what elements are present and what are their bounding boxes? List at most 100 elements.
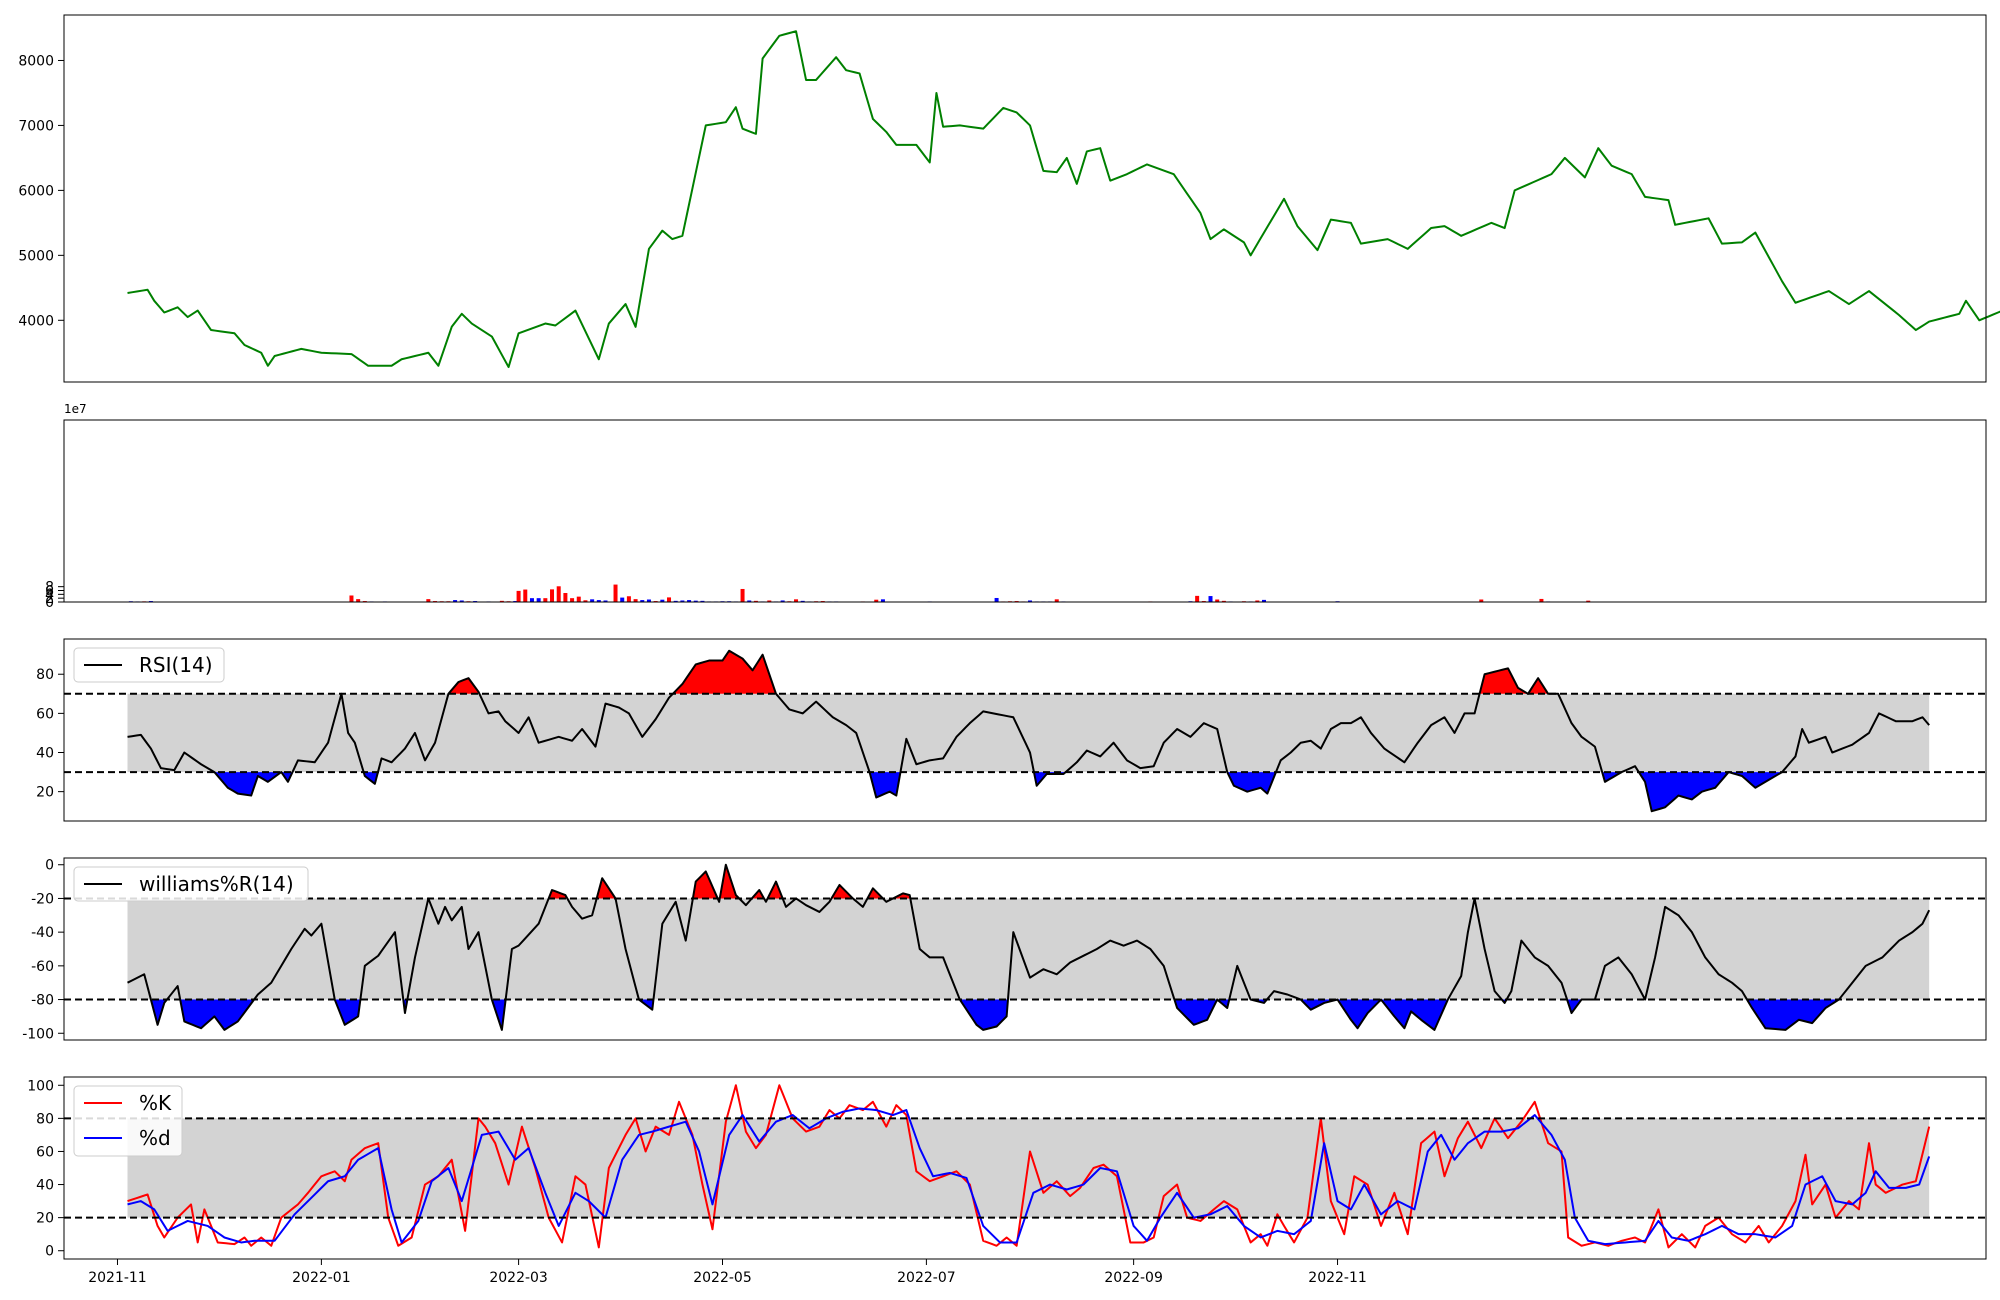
price-ytick-label: 6000 <box>18 183 54 199</box>
volume-bar <box>426 599 431 602</box>
volume-bar <box>620 597 625 602</box>
volume-bar <box>767 600 772 602</box>
rsi-oversold-fill <box>1638 772 1783 812</box>
price-ytick-label: 7000 <box>18 118 54 134</box>
rsi-overbought-fill <box>672 650 776 694</box>
volume-ytick-label: 2 <box>45 591 54 607</box>
williams-legend-label: williams%R(14) <box>139 872 294 896</box>
xtick-label: 2022-01 <box>292 1270 351 1286</box>
volume-bar <box>880 599 885 602</box>
volume-bar <box>740 588 745 602</box>
volume-bar <box>516 590 521 602</box>
williams-oversold-fill <box>1747 999 1839 1030</box>
volume-bar <box>459 600 464 602</box>
stochastic-panel-frame <box>63 1076 1987 1260</box>
xtick-label: 2022-03 <box>489 1270 548 1286</box>
volume-bar <box>349 595 354 602</box>
rsi-line <box>127 649 1930 813</box>
volume-bar <box>794 599 799 602</box>
williams-oversold-fill <box>1300 999 1448 1030</box>
volume-bar <box>680 600 685 602</box>
volume-bar <box>667 597 672 602</box>
rsi-ytick-label: 40 <box>36 746 54 762</box>
d-legend-label: %d <box>139 1126 171 1150</box>
williams-overbought-fill <box>831 884 853 899</box>
volume-bar <box>747 600 752 602</box>
volume-bar <box>529 598 534 602</box>
price-panel-frame <box>63 14 1987 383</box>
stochastic-ytick-label: 60 <box>36 1144 54 1160</box>
rsi-ytick-label: 80 <box>36 667 54 683</box>
rsi-overbought-fill <box>448 678 480 694</box>
xtick-label: 2022-09 <box>1104 1270 1163 1286</box>
volume-bar <box>1195 595 1200 602</box>
volume-bar <box>563 593 568 602</box>
rsi-band <box>127 693 1930 773</box>
volume-bar <box>1479 599 1484 602</box>
rsi-oversold-fill <box>1033 772 1066 786</box>
rsi-legend: RSI(14) <box>73 647 225 683</box>
volume-bar <box>1215 599 1220 602</box>
williams-band <box>127 898 1930 1000</box>
xtick-label: 2022-11 <box>1308 1270 1367 1286</box>
xtick-label: 2022-05 <box>693 1270 752 1286</box>
williams-legend: williams%R(14) <box>73 866 309 902</box>
volume-bar <box>523 589 528 602</box>
rsi-overbought-fill <box>1479 668 1559 694</box>
volume-bar <box>1208 596 1213 602</box>
volume-bar <box>1221 600 1226 602</box>
williams-legend-box <box>73 866 309 902</box>
volume-bar <box>693 600 698 602</box>
williams-panel: 0 -20 -40 -60 -80 -100 williams%R(14) <box>22 857 1987 1042</box>
volume-bar <box>1028 600 1033 602</box>
stochastic-panel: 0 20 40 60 80 100 2021-11 2022-01 2022-03 2022-0… <box>27 1076 1987 1286</box>
price-ytick-label: 8000 <box>18 53 54 69</box>
williams-ytick-label: -20 <box>31 891 54 907</box>
price-line <box>127 30 2000 369</box>
volume-bar <box>800 600 805 602</box>
williams-ytick-label: -40 <box>31 925 54 941</box>
xtick-label: 2021-11 <box>88 1270 147 1286</box>
williams-panel-frame <box>63 857 1987 1041</box>
volume-bar <box>550 589 555 602</box>
price-ytick-label: 5000 <box>18 248 54 264</box>
volume-bar <box>1539 598 1544 602</box>
volume-bar <box>687 600 692 602</box>
williams-ytick-label: -100 <box>22 1026 54 1042</box>
rsi-oversold-fill <box>869 772 901 798</box>
volume-bar <box>633 599 638 602</box>
volume-bar <box>453 600 458 602</box>
stochastic-ytick-label: 40 <box>36 1178 54 1194</box>
volume-bar <box>536 598 541 602</box>
volume-bar <box>994 597 999 602</box>
volume-bar <box>570 598 575 602</box>
volume-bar <box>626 596 631 602</box>
volume-ytick-label: 0 <box>45 595 54 611</box>
rsi-ytick-label: 60 <box>36 706 54 722</box>
williams-line <box>127 863 1931 1031</box>
volume-bar <box>780 600 785 602</box>
volume-bar <box>673 600 678 602</box>
williams-overbought-fill <box>767 881 783 899</box>
volume-bar <box>1255 600 1260 602</box>
stochastic-ytick-label: 20 <box>36 1211 54 1227</box>
volume-bar <box>1054 599 1059 602</box>
volume-ytick-label: 8 <box>45 580 54 596</box>
volume-bar <box>576 596 581 602</box>
rsi-oversold-fill <box>1227 772 1276 794</box>
volume-bar <box>499 600 504 602</box>
williams-overbought-fill <box>548 890 568 899</box>
volume-bar <box>583 600 588 602</box>
k-legend-label: %K <box>139 1091 172 1115</box>
volume-ytick-label: 6 <box>45 584 54 600</box>
price-panel: 4000 5000 6000 7000 8000 <box>18 14 2000 383</box>
volume-offset-label: 1e7 <box>64 402 87 416</box>
williams-ytick-label: 0 <box>45 858 54 874</box>
rsi-oversold-fill <box>363 772 378 784</box>
volume-bar <box>874 599 879 602</box>
volume-bar <box>660 599 665 602</box>
volume-bar <box>1262 599 1266 602</box>
rsi-legend-label: RSI(14) <box>139 653 213 677</box>
